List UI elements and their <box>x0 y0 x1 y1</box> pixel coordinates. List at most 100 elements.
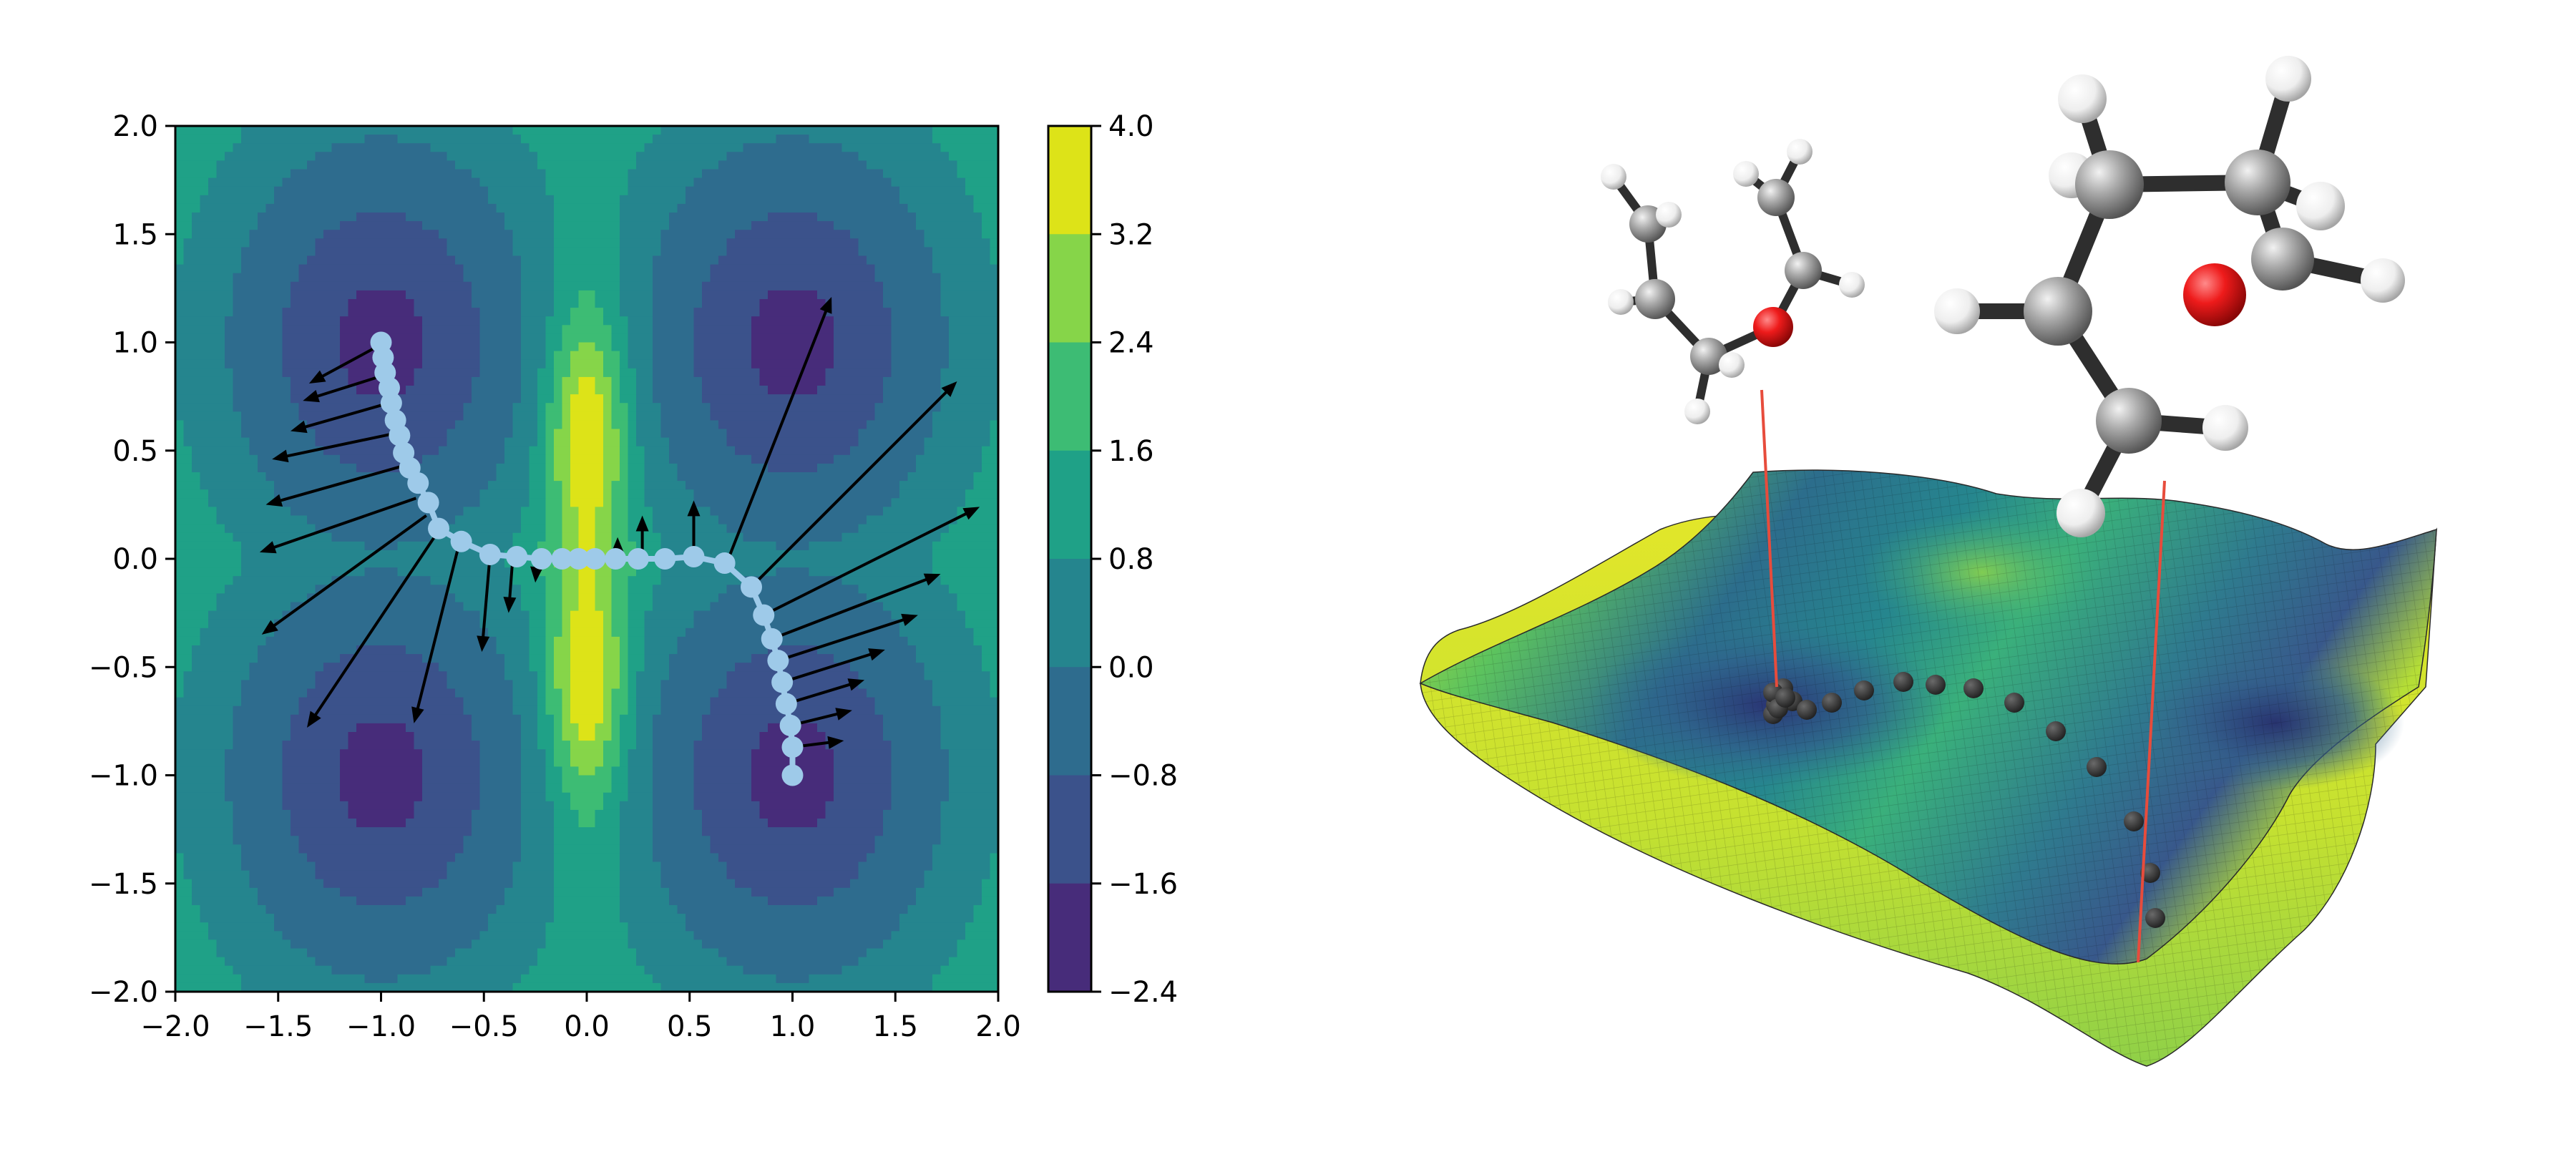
contour-cell <box>298 169 308 179</box>
contour-cell <box>479 351 489 361</box>
contour-cell <box>298 896 308 906</box>
contour-cell <box>496 247 505 257</box>
contour-cell <box>422 706 431 716</box>
contour-cell <box>512 706 522 716</box>
contour-cell <box>233 792 242 802</box>
contour-cell <box>439 238 448 248</box>
contour-cell <box>455 766 464 776</box>
contour-cell <box>175 636 185 646</box>
contour-cell <box>430 567 439 577</box>
contour-cell <box>488 654 497 663</box>
contour-cell <box>274 783 283 794</box>
contour-cell <box>298 273 308 283</box>
contour-cell <box>373 532 382 542</box>
contour-cell <box>537 619 547 629</box>
contour-cell <box>307 463 316 473</box>
contour-cell <box>562 308 571 317</box>
contour-cell <box>545 359 555 369</box>
contour-cell <box>570 333 580 343</box>
contour-cell <box>307 819 316 828</box>
contour-cell <box>554 160 563 170</box>
contour-cell <box>274 559 283 568</box>
contour-cell <box>200 914 209 923</box>
contour-cell <box>307 221 316 230</box>
contour-cell <box>265 238 275 248</box>
contour-cell <box>570 610 580 620</box>
contour-cell <box>192 507 201 517</box>
contour-cell <box>225 143 234 152</box>
contour-cell <box>340 489 349 499</box>
contour-cell <box>447 957 456 967</box>
contour-cell <box>430 948 439 958</box>
contour-cell <box>298 550 308 560</box>
contour-cell <box>529 420 538 430</box>
contour-cell <box>562 896 571 906</box>
contour-cell <box>241 169 250 179</box>
contour-cell <box>291 368 300 378</box>
contour-cell <box>315 948 324 958</box>
contour-cell <box>356 732 366 741</box>
contour-cell <box>216 264 225 274</box>
contour-cell <box>472 230 481 239</box>
contour-cell <box>439 472 448 482</box>
contour-cell <box>422 809 431 819</box>
contour-cell <box>554 931 563 940</box>
contour-cell <box>447 481 456 490</box>
contour-cell <box>562 325 571 334</box>
contour-cell <box>258 524 267 534</box>
contour-cell <box>241 221 250 230</box>
contour-cell <box>389 870 399 880</box>
contour-cell <box>472 931 481 940</box>
contour-cell <box>208 819 218 828</box>
contour-cell <box>373 982 382 992</box>
contour-cell <box>331 376 341 386</box>
contour-cell <box>554 723 563 733</box>
contour-cell <box>340 922 349 932</box>
contour-cell <box>529 429 538 439</box>
contour-cell <box>340 507 349 517</box>
contour-cell <box>183 870 192 880</box>
contour-cell <box>183 809 192 819</box>
contour-cell <box>291 853 300 863</box>
contour-cell <box>397 351 406 361</box>
contour-cell <box>488 801 497 811</box>
contour-cell <box>315 230 324 239</box>
contour-cell <box>373 758 382 767</box>
contour-cell <box>562 836 571 845</box>
contour-cell <box>225 819 234 828</box>
contour-cell <box>439 931 448 940</box>
contour-cell <box>389 126 399 135</box>
contour-cell <box>521 836 530 845</box>
contour-cell <box>545 749 555 758</box>
contour-cell <box>389 939 399 949</box>
contour-cell <box>298 454 308 464</box>
contour-cell <box>479 169 489 179</box>
contour-cell <box>512 948 522 958</box>
contour-cell <box>447 870 456 880</box>
contour-cell <box>545 213 555 222</box>
contour-cell <box>479 654 489 663</box>
contour-cell <box>265 870 275 880</box>
contour-cell <box>554 308 563 317</box>
contour-cell <box>356 507 366 517</box>
contour-cell <box>331 454 341 464</box>
contour-cell <box>208 965 218 975</box>
contour-cell <box>298 948 308 958</box>
contour-cell <box>298 688 308 698</box>
contour-cell <box>364 688 374 698</box>
contour-cell <box>406 836 415 845</box>
contour-cell <box>208 723 218 733</box>
contour-cell <box>463 853 472 863</box>
contour-cell <box>241 126 250 135</box>
contour-cell <box>348 169 357 179</box>
contour-cell <box>241 914 250 923</box>
contour-cell <box>488 836 497 845</box>
contour-cell <box>249 507 258 517</box>
contour-cell <box>307 333 316 343</box>
contour-cell <box>323 758 333 767</box>
contour-cell <box>282 576 291 585</box>
contour-cell <box>364 922 374 932</box>
contour-cell <box>233 576 242 585</box>
contour-cell <box>183 177 192 187</box>
contour-cell <box>479 203 489 213</box>
